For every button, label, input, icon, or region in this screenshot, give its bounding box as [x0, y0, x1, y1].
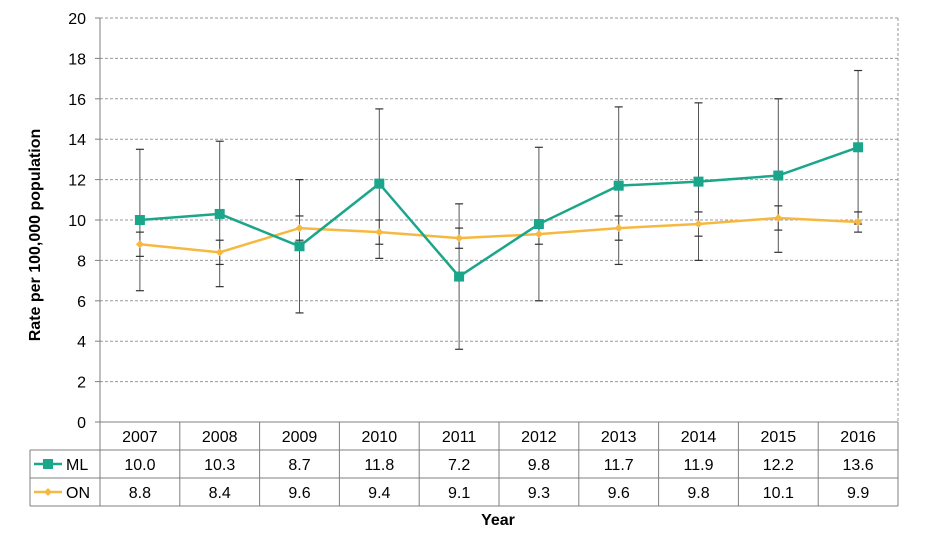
y-axis: 0 2 4 6 8 10 12 14 16 18 20 — [68, 11, 101, 432]
data-table: 2007 2008 2009 2010 2011 2012 2013 2014 2015 2016… — [29, 421, 899, 507]
data-point-on — [375, 228, 384, 237]
data-point-ml — [693, 176, 704, 187]
data-point-ml — [773, 170, 784, 181]
series-markers — [134, 142, 864, 282]
x-tick-label: 2012 — [521, 429, 557, 446]
data-label-on: 9.3 — [528, 485, 550, 502]
x-tick-label: 2011 — [442, 429, 477, 446]
y-tick-label: 14 — [68, 132, 86, 149]
data-label-on: 9.6 — [288, 485, 310, 502]
data-label-on: 8.4 — [209, 485, 231, 502]
error-bars — [135, 69, 863, 350]
data-point-ml — [294, 241, 305, 252]
series-lines — [139, 146, 859, 279]
legend-marker — [43, 459, 53, 469]
series-line-ml — [139, 146, 859, 279]
x-tick-label: 2007 — [122, 429, 158, 446]
legend-key-ml — [34, 459, 62, 469]
legend-key-on — [34, 488, 62, 496]
data-point-on — [534, 230, 543, 239]
x-tick-label: 2010 — [362, 429, 398, 446]
data-label-on: 8.8 — [129, 485, 151, 502]
data-point-ml — [214, 208, 225, 219]
data-label-on: 9.1 — [448, 485, 470, 502]
series-line-on — [139, 216, 859, 254]
data-label-on: 9.4 — [368, 485, 390, 502]
data-label-ml: 10.0 — [124, 457, 155, 474]
data-point-on — [455, 234, 464, 243]
data-point-on — [774, 213, 783, 222]
x-tick-label: 2016 — [840, 429, 876, 446]
data-point-on — [854, 218, 863, 227]
data-label-ml: 11.9 — [684, 457, 714, 474]
x-tick-label: 2013 — [601, 429, 637, 446]
y-axis-title: Rate per 100,000 population — [27, 129, 44, 342]
data-label-ml: 10.3 — [204, 457, 235, 474]
data-label-ml: 11.8 — [364, 457, 394, 474]
y-tick-label: 16 — [68, 92, 86, 109]
data-label-ml: 7.2 — [448, 457, 470, 474]
data-point-on — [135, 240, 144, 249]
legend-label-on: ON — [66, 485, 90, 502]
data-label-on: 9.8 — [687, 485, 709, 502]
data-point-ml — [533, 219, 544, 230]
y-tick-label: 0 — [77, 415, 86, 432]
data-point-ml — [374, 178, 385, 189]
data-point-on — [215, 248, 224, 257]
x-tick-label: 2008 — [202, 429, 238, 446]
legend-marker — [44, 488, 52, 496]
data-label-ml: 8.7 — [288, 457, 310, 474]
y-tick-label: 20 — [68, 11, 86, 28]
data-label-on: 10.1 — [763, 485, 794, 502]
data-point-on — [295, 224, 304, 233]
data-label-on: 9.9 — [847, 485, 869, 502]
data-point-ml — [853, 142, 864, 153]
y-tick-label: 12 — [68, 173, 86, 190]
data-label-ml: 12.2 — [763, 457, 794, 474]
x-tick-label: 2015 — [761, 429, 797, 446]
x-tick-label: 2009 — [282, 429, 318, 446]
data-label-ml: 11.7 — [604, 457, 634, 474]
y-tick-label: 6 — [77, 294, 86, 311]
data-point-ml — [454, 271, 465, 282]
data-point-on — [614, 224, 623, 233]
y-tick-label: 18 — [68, 51, 86, 68]
y-tick-label: 10 — [68, 213, 86, 230]
data-point-ml — [134, 215, 145, 225]
y-tick-label: 8 — [77, 253, 86, 270]
y-tick-label: 2 — [77, 375, 86, 392]
data-label-ml: 13.6 — [843, 457, 874, 474]
data-label-on: 9.6 — [608, 485, 630, 502]
y-tick-label: 4 — [77, 334, 86, 351]
x-axis-title: Year — [481, 512, 515, 529]
data-label-ml: 9.8 — [528, 457, 550, 474]
x-tick-label: 2014 — [681, 429, 717, 446]
legend-label-ml: ML — [66, 457, 88, 474]
data-point-ml — [613, 180, 624, 191]
data-point-on — [694, 220, 703, 229]
